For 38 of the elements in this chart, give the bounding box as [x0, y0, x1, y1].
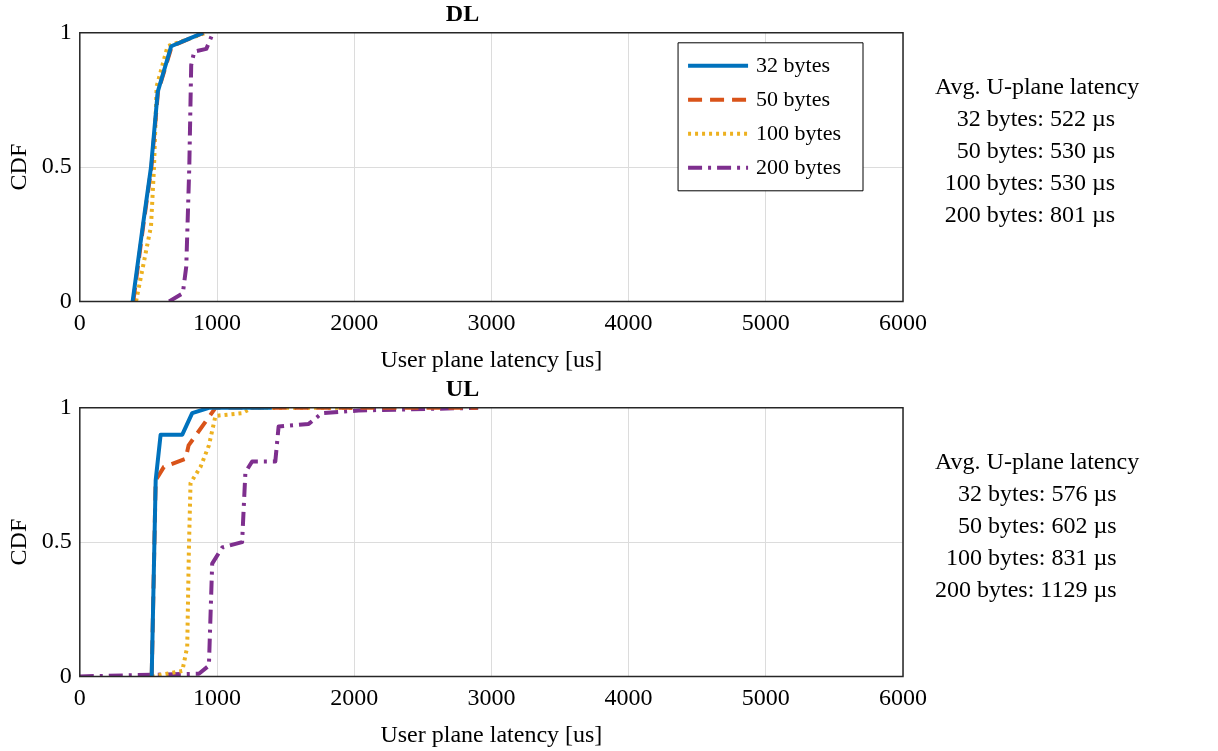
x-tick-label: 3000 — [467, 684, 516, 711]
text: 50 bytes: 530 µs — [955, 136, 1117, 165]
x-axis-title: User plane latency [us] — [380, 345, 603, 372]
text: 50 bytes: 602 µs — [957, 511, 1118, 540]
legend-label: 32 bytes — [756, 51, 831, 77]
x-axis-title: User plane latency [us] — [380, 720, 603, 747]
chart-title: DL — [445, 0, 480, 26]
text: 200 bytes: 801 µs — [943, 200, 1117, 229]
text: 32 bytes: 576 µs — [957, 479, 1118, 508]
chart-title: UL — [445, 374, 480, 401]
y-tick-label: 0.5 — [41, 527, 72, 554]
x-tick-label: 4000 — [604, 684, 653, 711]
legend-label: 200 bytes — [756, 153, 842, 179]
y-tick-label: 0 — [59, 661, 72, 688]
text: 100 bytes: 831 µs — [945, 543, 1118, 572]
y-axis-title: CDF — [4, 143, 31, 191]
text: Avg. U-plane latency — [935, 447, 1141, 476]
x-tick-label: 2000 — [330, 309, 379, 336]
text: 200 bytes: 1129 µs — [935, 575, 1118, 604]
x-tick-label: 1000 — [193, 684, 241, 711]
x-tick-label: 6000 — [879, 309, 927, 336]
x-tick-label: 6000 — [879, 684, 927, 711]
y-tick-label: 1 — [59, 393, 72, 420]
legend-label: 100 bytes — [756, 119, 842, 145]
text: 32 bytes: 522 µs — [955, 104, 1117, 133]
x-tick-label: 2000 — [330, 684, 379, 711]
text: Avg. U-plane latency — [935, 72, 1140, 101]
text: 100 bytes: 530 µs — [943, 168, 1117, 197]
x-tick-label: 5000 — [741, 309, 790, 336]
x-tick-label: 1000 — [193, 309, 241, 336]
y-tick-label: 1 — [59, 18, 72, 45]
x-tick-label: 5000 — [741, 684, 790, 711]
y-tick-label: 0.5 — [41, 152, 72, 179]
y-tick-label: 0 — [59, 286, 72, 313]
y-axis-title: CDF — [4, 518, 31, 566]
x-tick-label: 3000 — [467, 309, 516, 336]
x-tick-label: 4000 — [604, 309, 653, 336]
legend-label: 50 bytes — [756, 85, 831, 111]
